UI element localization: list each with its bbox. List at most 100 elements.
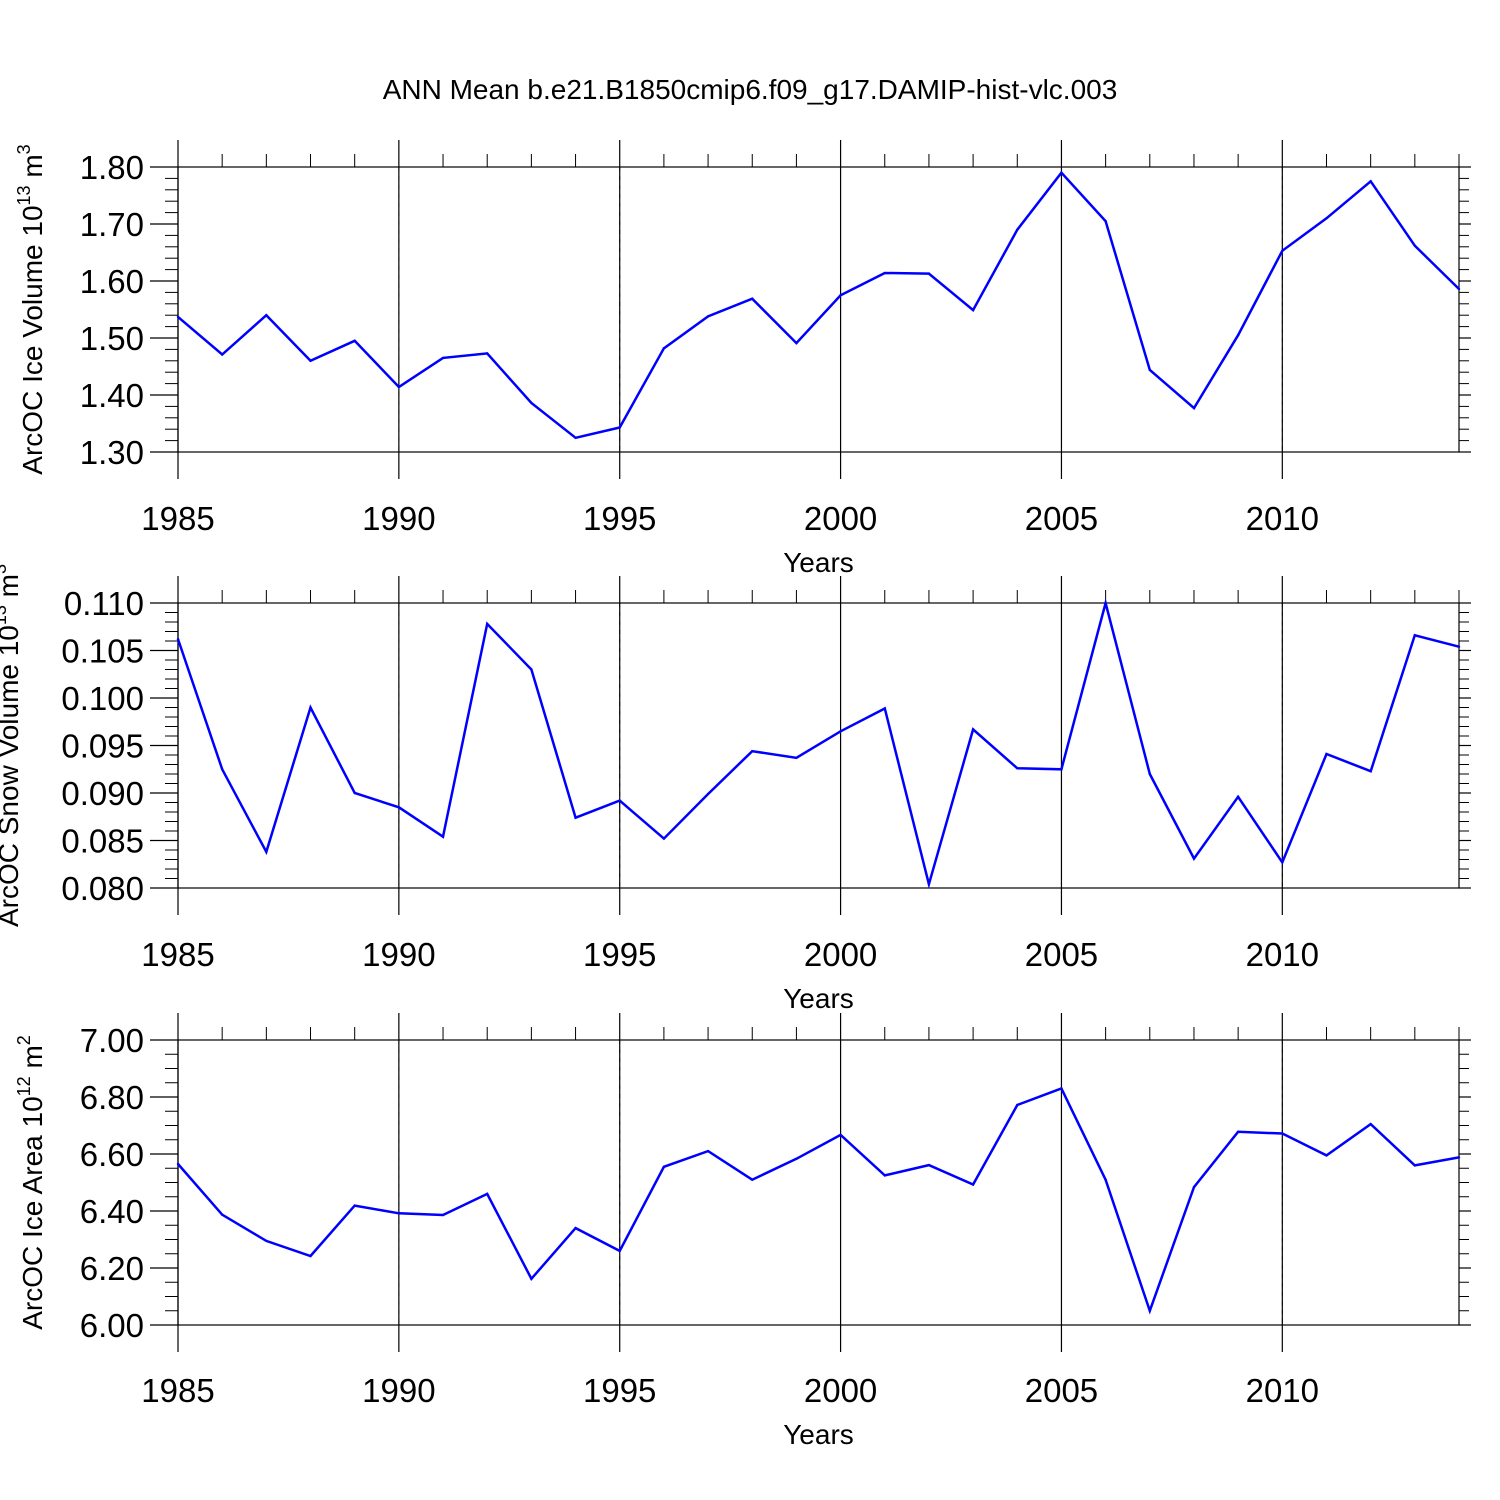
data-point [883, 707, 886, 710]
data-point [1369, 180, 1372, 183]
data-point [530, 1277, 533, 1281]
y-tick-label: 0.090 [61, 775, 144, 812]
data-point [441, 1213, 445, 1217]
data-point [1236, 795, 1240, 798]
y-tick-label: 6.20 [80, 1250, 144, 1287]
data-point [971, 728, 975, 731]
plot-frame [177, 1039, 1460, 1326]
data-point [574, 436, 577, 439]
data-point [1457, 1156, 1461, 1159]
data-point [1148, 772, 1151, 776]
panel-ice-area: 1985 1990 1995 2000 2005 2010 6.00 6.20 6.40 6.60… [14, 1013, 1471, 1450]
data-point [1413, 1164, 1417, 1167]
data-point [353, 1204, 356, 1207]
data-point [1192, 1185, 1196, 1189]
data-point [309, 1254, 312, 1258]
data-point [353, 339, 356, 343]
x-axis-title: Years [783, 1419, 854, 1450]
data-point [618, 799, 621, 802]
y-tick-label: 0.080 [61, 870, 144, 907]
panel-snow-volume: 1985 1990 1995 2000 2005 2010 0.080 0.085 0.090 0… [0, 564, 1471, 1014]
x-tick-label: 2000 [804, 936, 877, 973]
x-tick-label: 1990 [362, 500, 435, 537]
x-tick-label: 1995 [583, 1372, 656, 1409]
data-point [397, 1212, 401, 1215]
data-point [176, 1162, 180, 1166]
data-point [265, 1239, 268, 1243]
chart-title: ANN Mean b.e21.B1850cmip6.f09_g17.DAMIP-… [383, 74, 1118, 105]
x-axis-title: Years [783, 547, 854, 578]
data-point [486, 622, 489, 626]
data-point [1281, 861, 1284, 864]
data-point [883, 271, 886, 275]
data-point [1104, 219, 1107, 223]
data-point [1325, 752, 1328, 756]
data-point [574, 1226, 577, 1230]
data-point [706, 1149, 710, 1153]
data-point [265, 850, 268, 854]
data-point [530, 401, 533, 405]
x-tick-label: 2005 [1025, 500, 1098, 537]
data-point [486, 352, 489, 355]
x-tick-label: 2010 [1246, 500, 1319, 537]
data-point [265, 314, 268, 317]
x-tick-label: 2000 [804, 1372, 877, 1409]
y-tick-label: 6.80 [80, 1079, 144, 1116]
data-point [397, 806, 401, 809]
data-point [883, 1174, 886, 1177]
data-point [751, 297, 754, 300]
x-tick-label: 2005 [1025, 936, 1098, 973]
data-point [706, 315, 710, 318]
y-tick-label: 1.50 [80, 320, 144, 357]
data-point [1148, 368, 1151, 372]
data-point [971, 308, 975, 312]
data-point [309, 706, 312, 709]
x-tick-label: 2010 [1246, 936, 1319, 973]
data-point [1016, 767, 1019, 770]
data-point [1060, 1087, 1063, 1090]
data-point [1016, 1103, 1019, 1107]
y-tick-label: 6.00 [80, 1307, 144, 1344]
data-point [839, 294, 842, 297]
data-point [795, 756, 798, 760]
y-tick-label: 0.100 [61, 680, 144, 717]
data-point [1104, 601, 1107, 605]
y-tick-label: 0.085 [61, 823, 144, 860]
y-tick-label: 1.70 [80, 206, 144, 243]
data-point [486, 1192, 489, 1196]
data-point [662, 347, 666, 350]
x-tick-label: 2000 [804, 500, 877, 537]
data-point [751, 750, 754, 753]
data-point [441, 356, 445, 360]
data-point [1413, 634, 1417, 637]
y-tick-label: 6.60 [80, 1136, 144, 1173]
x-tick-label: 1990 [362, 936, 435, 973]
series-line [176, 598, 1460, 890]
y-tick-label: 0.105 [61, 633, 144, 670]
data-point [795, 1157, 798, 1161]
data-point [927, 883, 931, 886]
x-tick-label: 1990 [362, 1372, 435, 1409]
y-tick-label: 1.30 [80, 434, 144, 471]
data-point [1148, 1309, 1151, 1312]
data-point [706, 792, 710, 796]
data-point [1281, 1132, 1284, 1135]
y-tick-label: 1.40 [80, 377, 144, 414]
data-point [220, 768, 224, 771]
data-point [1104, 1178, 1107, 1181]
data-point [1457, 287, 1461, 291]
data-point [1016, 228, 1019, 231]
data-point [397, 385, 401, 389]
data-point [220, 1213, 224, 1216]
data-point [927, 1163, 931, 1167]
data-point [1325, 217, 1328, 220]
data-point [1192, 857, 1196, 860]
data-point [353, 791, 356, 795]
data-point [839, 1133, 842, 1137]
data-point [1413, 244, 1417, 247]
data-point [751, 1178, 754, 1181]
y-axis-title: ArcOC Ice Area 1012 m2 [14, 1035, 48, 1330]
data-point [1060, 171, 1063, 174]
data-point [1236, 1130, 1240, 1133]
